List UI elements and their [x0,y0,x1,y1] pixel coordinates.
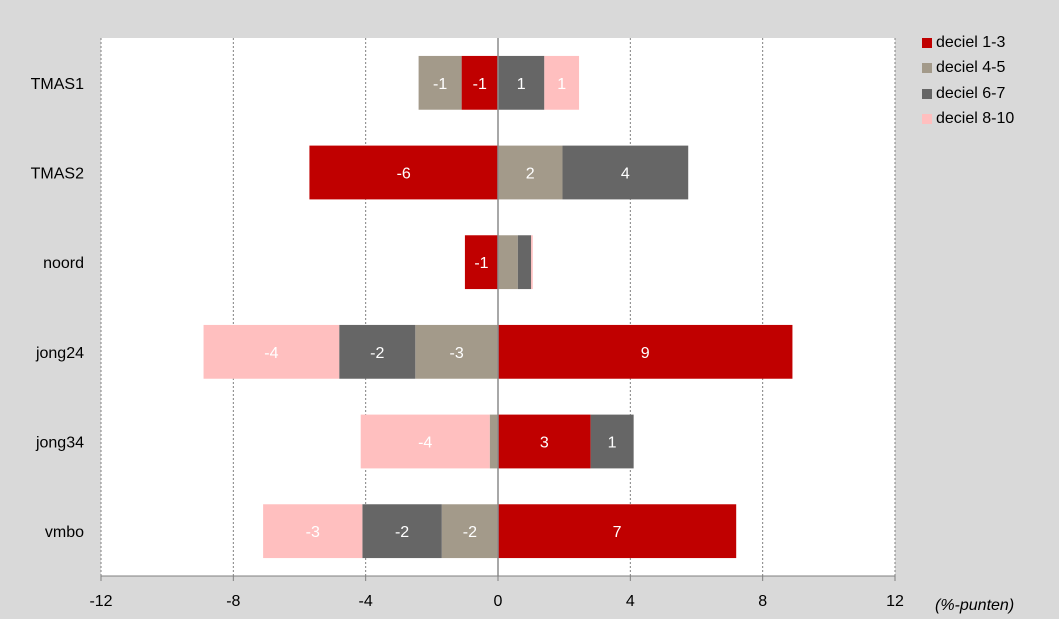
bar-segment [362,504,442,559]
category-label: jong34 [35,435,84,452]
data-label: -3 [306,524,320,541]
bar-segment [360,414,490,469]
bar-segment [544,55,580,110]
bar-segment [531,235,533,290]
legend-label: deciel 4-5 [936,59,1006,77]
bar-segment [562,145,689,200]
x-tick-label: 12 [886,593,904,610]
data-label: 1 [517,76,526,93]
legend-swatch [922,37,932,48]
x-tick-label: 0 [494,593,503,610]
data-label: 4 [621,166,630,183]
legend: deciel 1-3 deciel 4-5 deciel 6-7 deciel … [922,30,1014,132]
x-tick-label: 4 [626,593,635,610]
bar-segment [309,145,498,200]
legend-item-deciel-6-7: deciel 6-7 [922,81,1014,107]
unit-label: (%-punten) [935,597,1015,614]
bar-segment [498,235,518,290]
bars-layer: -1 -1 1 1 -6 2 4 -1 9 -3 -2 -4 3 1 -4 7 -2 -2 -3 [203,55,793,559]
bar-segment [464,235,498,290]
data-label: -2 [463,524,477,541]
data-label: 3 [540,435,549,452]
bar-segment [203,324,340,379]
bar-segment [415,324,498,379]
axes-layer: -12 -8 -4 0 4 8 12TMAS1TMAS2noordjong24jong34v… [31,38,904,610]
data-label: -6 [397,166,411,183]
legend-swatch [922,88,932,99]
bar-segment [498,324,793,379]
legend-label: deciel 1-3 [936,33,1006,51]
x-tick-label: -8 [226,593,240,610]
data-label: 2 [526,166,535,183]
grid-lines [100,38,896,576]
data-label: -2 [370,345,384,362]
legend-label: deciel 8-10 [936,110,1015,128]
category-label: TMAS1 [31,76,84,93]
legend-item-deciel-8-10: deciel 8-10 [922,107,1014,133]
data-label: -4 [264,345,278,362]
legend-swatch [922,114,932,125]
data-label: 9 [641,345,650,362]
legend-label: deciel 6-7 [936,84,1006,102]
x-tick-label: -4 [359,593,373,610]
data-label: -1 [474,255,488,272]
bar-segment [590,414,634,469]
legend-swatch [922,63,932,74]
bar-segment [517,235,532,290]
data-label: -1 [433,76,447,93]
bar-segment [489,414,498,469]
bar-segment [498,145,563,200]
bar-segment [263,504,363,559]
bar-segment [441,504,498,559]
category-label: TMAS2 [31,166,84,183]
data-label: 1 [608,435,617,452]
legend-item-deciel-1-3: deciel 1-3 [922,30,1014,56]
data-label: -4 [418,435,432,452]
data-label: 7 [613,524,622,541]
bar-segment [418,55,462,110]
legend-item-deciel-4-5: deciel 4-5 [922,56,1014,82]
bar-segment [339,324,416,379]
bar-segment [498,414,591,469]
data-label: 1 [557,76,566,93]
category-label: vmbo [45,524,84,541]
category-label: jong24 [35,345,84,362]
bar-segment [498,55,545,110]
data-label: -3 [450,345,464,362]
bar-segment [461,55,498,110]
data-label: -2 [395,524,409,541]
bar-segment [498,504,737,559]
x-tick-label: -12 [89,593,112,610]
data-label: -1 [473,76,487,93]
x-tick-label: 8 [758,593,767,610]
category-label: noord [43,255,84,272]
